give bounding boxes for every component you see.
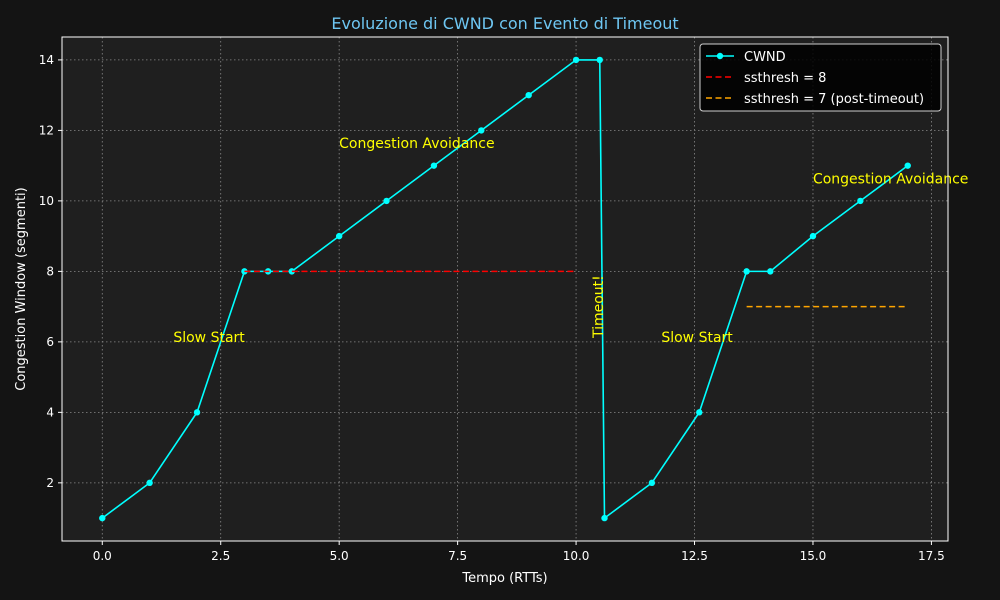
data-point bbox=[601, 514, 608, 522]
annotation: Congestion Avoidance bbox=[813, 171, 968, 187]
data-point bbox=[525, 91, 532, 99]
legend-entry: ssthresh = 7 (post-timeout) bbox=[744, 92, 924, 107]
legend-box bbox=[699, 43, 942, 112]
data-point bbox=[193, 409, 201, 416]
annotation-layer: Slow Start Congestion Avoidance Timeout! Sl… bbox=[173, 136, 968, 346]
y-tick-label: 6 bbox=[46, 335, 54, 349]
chart-title: Evoluzione di CWND con Evento di Timeout bbox=[331, 14, 678, 33]
data-point bbox=[335, 232, 343, 240]
data-point bbox=[743, 268, 750, 275]
plot-frame bbox=[61, 36, 949, 542]
x-tick-label: 5.0 bbox=[330, 549, 349, 563]
legend-marker bbox=[716, 52, 724, 60]
y-tick-label: 10 bbox=[39, 194, 54, 208]
data-point bbox=[809, 232, 817, 240]
grid bbox=[62, 37, 948, 541]
legend: CWND ssthresh = 8 ssthresh = 7 (post-timeo… bbox=[699, 43, 942, 112]
data-point bbox=[767, 268, 774, 275]
y-tick-label: 12 bbox=[39, 123, 54, 137]
ticks: 0.0 2.5 5.0 7.5 10.0 12.5 15.0 17.5 2 4 6 8 10 12 14 bbox=[39, 53, 945, 563]
y-tick-label: 14 bbox=[39, 53, 54, 67]
data-point bbox=[288, 268, 295, 275]
plot-area bbox=[62, 37, 948, 541]
y-tick-label: 4 bbox=[46, 405, 54, 419]
x-tick-label: 2.5 bbox=[211, 549, 230, 563]
annotation: Timeout! bbox=[591, 275, 607, 339]
data-point bbox=[383, 197, 390, 205]
x-axis-label: Tempo (RTTs) bbox=[461, 571, 547, 586]
x-tick-label: 7.5 bbox=[448, 549, 467, 563]
data-point bbox=[478, 127, 485, 134]
data-point bbox=[857, 197, 864, 205]
y-tick-label: 8 bbox=[46, 264, 54, 278]
x-tick-label: 12.5 bbox=[681, 549, 708, 563]
data-point bbox=[596, 56, 603, 64]
x-tick-label: 17.5 bbox=[918, 549, 945, 563]
annotation: Slow Start bbox=[173, 330, 245, 346]
data-point bbox=[146, 479, 153, 487]
data-point bbox=[99, 514, 106, 522]
x-tick-label: 0.0 bbox=[93, 549, 112, 563]
y-tick-label: 2 bbox=[46, 476, 54, 490]
data-point bbox=[572, 56, 580, 64]
legend-entry: CWND bbox=[744, 50, 786, 65]
annotation: Slow Start bbox=[661, 330, 733, 346]
data-point bbox=[430, 162, 438, 169]
y-axis-label: Congestion Window (segmenti) bbox=[14, 187, 29, 391]
x-tick-label: 10.0 bbox=[563, 549, 590, 563]
series-layer bbox=[99, 56, 911, 522]
x-tick-label: 15.0 bbox=[800, 549, 827, 563]
data-point bbox=[696, 409, 703, 416]
data-point bbox=[904, 162, 911, 169]
data-point bbox=[648, 479, 656, 487]
legend-entry: ssthresh = 8 bbox=[744, 71, 826, 86]
annotation: Congestion Avoidance bbox=[339, 136, 494, 152]
